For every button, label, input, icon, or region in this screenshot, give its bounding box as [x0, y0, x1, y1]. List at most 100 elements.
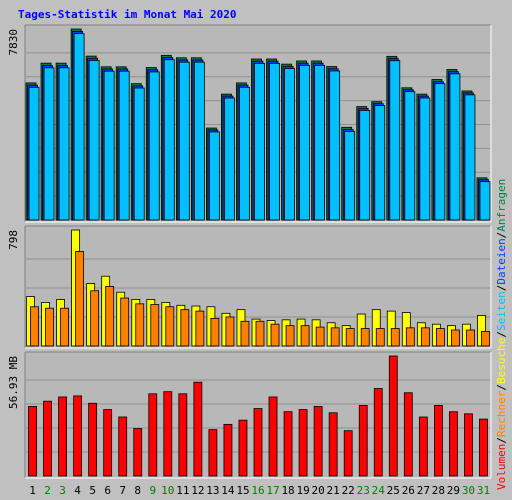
bar-seiten-day-18 — [284, 68, 295, 221]
bar-seiten-day-25 — [389, 60, 401, 221]
legend-item: Rechner — [495, 390, 508, 437]
x-label-day-23: 23 — [357, 484, 370, 497]
bar-volumen-day-1 — [28, 406, 37, 477]
x-label-day-18: 18 — [281, 484, 294, 497]
bar-rechner-day-8 — [135, 303, 145, 347]
bar-rechner-day-10 — [165, 306, 175, 347]
bar-seiten-day-15 — [239, 86, 250, 221]
x-label-day-25: 25 — [387, 484, 400, 497]
x-label-day-11: 11 — [176, 484, 189, 497]
y-max-label: 56.93 MB — [7, 356, 20, 409]
bar-volumen-day-24 — [373, 388, 383, 477]
x-label-day-20: 20 — [312, 484, 325, 497]
bar-seiten-day-3 — [58, 67, 70, 221]
bar-rechner-day-29 — [451, 329, 460, 347]
legend-item: Besuche — [495, 338, 508, 384]
legend-item: / — [495, 232, 508, 239]
bar-volumen-day-22 — [343, 430, 353, 477]
bar-rechner-day-30 — [466, 329, 475, 347]
bar-seiten-day-20 — [314, 64, 326, 221]
x-label-day-15: 15 — [236, 484, 249, 497]
legend-item: Volumen — [495, 444, 508, 490]
bar-volumen-day-15 — [238, 419, 248, 477]
bar-seiten-day-26 — [404, 91, 416, 221]
bar-volumen-day-28 — [433, 404, 443, 477]
panel-top: 7830 — [7, 24, 492, 223]
legend-item: Anfragen — [495, 179, 508, 232]
x-label-day-8: 8 — [134, 484, 141, 497]
bar-volumen-day-2 — [43, 400, 52, 477]
bar-rechner-day-25 — [390, 328, 400, 347]
bar-seiten-day-6 — [103, 70, 115, 221]
x-label-day-1: 1 — [29, 484, 36, 497]
bar-seiten-day-7 — [118, 70, 130, 221]
x-label-day-6: 6 — [104, 484, 111, 497]
bar-rechner-day-15 — [240, 320, 250, 347]
bar-rechner-day-21 — [330, 327, 340, 347]
bar-rechner-day-31 — [481, 331, 490, 347]
bar-seiten-day-1 — [28, 86, 40, 221]
legend-item: / — [495, 437, 508, 444]
bar-seiten-day-12 — [193, 61, 205, 221]
x-label-day-7: 7 — [119, 484, 126, 497]
bar-seiten-day-19 — [299, 64, 310, 221]
x-label-day-16: 16 — [251, 484, 264, 497]
bar-rechner-day-1 — [30, 306, 39, 347]
bar-seiten-day-4 — [73, 33, 85, 221]
panel-bottom: 56.93 MB — [7, 351, 492, 479]
x-label-day-31: 31 — [477, 484, 490, 497]
panel-middle: 798 — [7, 225, 492, 349]
bar-seiten-day-21 — [329, 70, 341, 221]
bar-seiten-day-11 — [178, 61, 190, 221]
legend-item: Dateien — [495, 238, 508, 284]
bar-rechner-day-11 — [180, 309, 190, 347]
bar-volumen-day-29 — [449, 411, 458, 477]
bar-rechner-day-28 — [435, 328, 445, 347]
bar-rechner-day-19 — [300, 325, 310, 347]
x-label-day-28: 28 — [432, 484, 445, 497]
bar-volumen-day-25 — [388, 355, 398, 477]
bar-volumen-day-20 — [313, 406, 323, 477]
x-label-day-12: 12 — [191, 484, 204, 497]
bar-volumen-day-30 — [464, 413, 473, 477]
x-label-day-14: 14 — [221, 484, 235, 497]
legend-item: / — [495, 331, 508, 338]
bar-seiten-day-24 — [374, 105, 386, 221]
bar-seiten-day-16 — [254, 62, 265, 221]
bar-volumen-day-31 — [479, 418, 488, 477]
bar-volumen-day-17 — [268, 396, 278, 477]
bar-seiten-day-28 — [434, 83, 446, 221]
bar-volumen-day-10 — [163, 391, 173, 477]
x-label-day-3: 3 — [59, 484, 66, 497]
y-max-label: 7830 — [7, 29, 20, 56]
bar-volumen-day-6 — [103, 409, 113, 477]
bar-rechner-day-7 — [120, 297, 130, 347]
chart-panels: 7830 798 56.93 MB — [7, 24, 492, 479]
bar-rechner-day-18 — [285, 325, 295, 347]
x-label-day-24: 24 — [372, 484, 386, 497]
bar-volumen-day-8 — [133, 428, 143, 477]
x-label-day-21: 21 — [327, 484, 340, 497]
bar-rechner-day-14 — [225, 316, 235, 347]
bar-rechner-day-26 — [405, 327, 415, 347]
bar-seiten-day-17 — [269, 62, 280, 221]
bar-volumen-day-3 — [58, 396, 67, 477]
x-label-day-9: 9 — [149, 484, 156, 497]
bar-seiten-day-30 — [464, 94, 476, 221]
x-label-day-26: 26 — [402, 484, 415, 497]
x-label-day-13: 13 — [206, 484, 219, 497]
bar-rechner-day-4 — [75, 251, 85, 347]
bar-seiten-day-8 — [133, 87, 145, 221]
bar-rechner-day-23 — [360, 328, 370, 347]
bar-seiten-day-31 — [479, 181, 491, 221]
bar-rechner-day-22 — [345, 328, 355, 347]
x-label-day-5: 5 — [89, 484, 96, 497]
bar-volumen-day-27 — [418, 416, 428, 477]
y-max-label: 798 — [7, 230, 20, 250]
bar-volumen-day-12 — [193, 381, 203, 477]
bar-rechner-day-6 — [105, 286, 115, 347]
bar-rechner-day-5 — [90, 290, 100, 347]
bar-rechner-day-9 — [150, 304, 160, 347]
bar-rechner-day-13 — [210, 317, 220, 347]
bar-rechner-day-16 — [255, 320, 265, 347]
